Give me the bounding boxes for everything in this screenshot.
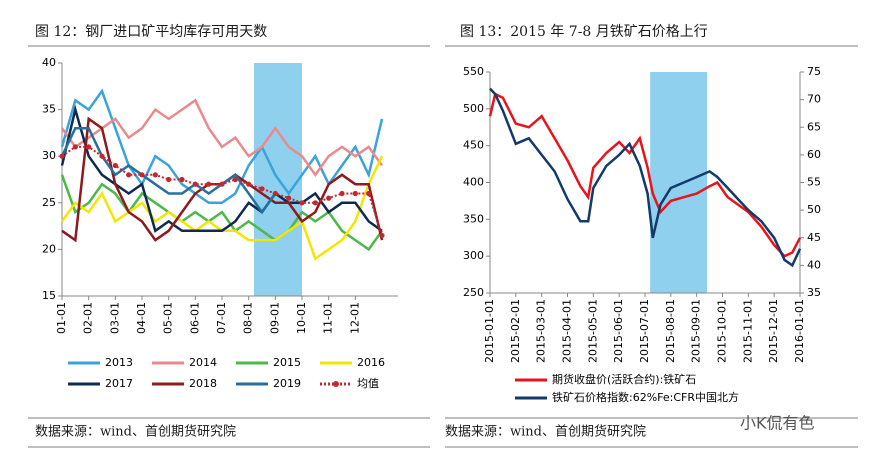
series-marker bbox=[139, 172, 145, 178]
legend-label: 2017 bbox=[105, 377, 133, 390]
x-tick-label: 10-01 bbox=[295, 302, 308, 334]
legend-label: 2013 bbox=[105, 356, 133, 369]
series-marker bbox=[259, 186, 265, 192]
series-marker bbox=[59, 153, 65, 159]
series-marker bbox=[352, 190, 358, 197]
y2-tick-label: 70 bbox=[807, 93, 821, 106]
y2-tick-label: 35 bbox=[807, 286, 821, 299]
x-tick-label: 2015-04-01 bbox=[561, 299, 574, 363]
legend-marker bbox=[333, 381, 339, 387]
x-tick-label: 2015-09-01 bbox=[690, 299, 703, 363]
series-marker bbox=[366, 190, 372, 197]
watermark: 小K侃有色 bbox=[740, 414, 815, 433]
series-line bbox=[60, 98, 384, 177]
x-tick-label: 2015-11-01 bbox=[741, 299, 754, 363]
y-tick-label: 15 bbox=[42, 289, 56, 302]
series-marker bbox=[379, 232, 385, 239]
legend-label: 均值 bbox=[357, 377, 379, 390]
highlight-band bbox=[650, 72, 707, 293]
y-tick-label: 500 bbox=[463, 102, 484, 115]
series-line bbox=[489, 87, 802, 268]
y2-tick-label: 50 bbox=[807, 203, 821, 216]
x-tick-label: 08-01 bbox=[242, 302, 255, 334]
series-marker bbox=[99, 153, 105, 159]
series-marker bbox=[326, 195, 332, 201]
series-line bbox=[488, 92, 802, 258]
y-tick-label: 400 bbox=[463, 176, 484, 189]
series-marker bbox=[112, 162, 118, 169]
x-tick-label: 2015-08-01 bbox=[664, 299, 677, 363]
y-tick-label: 25 bbox=[42, 196, 56, 209]
series-marker bbox=[219, 181, 225, 187]
y2-tick-label: 75 bbox=[807, 65, 821, 78]
x-tick-label: 2016-01-01 bbox=[793, 299, 806, 363]
y2-tick-label: 65 bbox=[807, 120, 821, 133]
legend-label: 2015 bbox=[273, 356, 301, 369]
x-tick-label: 2015-12-01 bbox=[767, 299, 780, 363]
series-marker bbox=[299, 200, 305, 206]
y-tick-label: 350 bbox=[463, 212, 484, 225]
series-marker bbox=[312, 200, 318, 206]
series-marker bbox=[86, 144, 92, 150]
x-tick-label: 2015-03-01 bbox=[535, 299, 548, 363]
series-marker bbox=[166, 176, 172, 183]
x-tick-label: 2015-10-01 bbox=[716, 299, 729, 363]
y-tick-label: 40 bbox=[42, 56, 56, 69]
x-tick-label: 2015-02-01 bbox=[509, 299, 522, 363]
x-tick-label: 11-01 bbox=[322, 302, 335, 334]
x-tick-label: 09-01 bbox=[268, 302, 281, 334]
x-tick-label: 2015-05-01 bbox=[586, 299, 599, 363]
y-tick-label: 450 bbox=[463, 139, 484, 152]
series-marker bbox=[272, 190, 278, 197]
x-tick-label: 03-01 bbox=[108, 302, 121, 334]
y-tick-label: 300 bbox=[463, 249, 484, 262]
y-tick-label: 20 bbox=[42, 242, 56, 255]
series-marker bbox=[339, 190, 345, 197]
x-tick-label: 2015-07-01 bbox=[638, 299, 651, 363]
legend-label: 期货收盘价(活跃合约):铁矿石 bbox=[552, 372, 696, 386]
series-marker bbox=[246, 181, 252, 187]
series-marker bbox=[232, 176, 238, 183]
y-tick-label: 35 bbox=[42, 103, 56, 116]
x-tick-label: 07-01 bbox=[215, 302, 228, 334]
series-marker bbox=[179, 176, 185, 183]
x-tick-label: 02-01 bbox=[82, 302, 95, 334]
series-marker bbox=[286, 195, 292, 201]
y-tick-label: 250 bbox=[463, 286, 484, 299]
y-tick-label: 550 bbox=[463, 65, 484, 78]
source: 数据来源：wind、首创期货研究院 bbox=[445, 424, 646, 440]
legend-label: 铁矿石价格指数:62%Fe:CFR中国北方 bbox=[552, 390, 739, 404]
chart-title: 图 13：2015 年 7-8 月铁矿石价格上行 bbox=[460, 24, 708, 40]
y2-tick-label: 60 bbox=[807, 148, 821, 161]
series-line bbox=[60, 126, 277, 215]
y2-tick-label: 40 bbox=[807, 258, 821, 271]
y2-tick-label: 45 bbox=[807, 231, 821, 244]
x-tick-label: 06-01 bbox=[188, 302, 201, 334]
x-tick-label: 2015-06-01 bbox=[612, 299, 625, 363]
x-tick-label: 2015-01-01 bbox=[483, 299, 496, 363]
series-marker bbox=[72, 144, 78, 150]
series-marker bbox=[192, 181, 198, 187]
source: 数据来源：wind、首创期货研究院 bbox=[35, 424, 236, 440]
y2-tick-label: 55 bbox=[807, 176, 821, 189]
legend-label: 2018 bbox=[189, 377, 217, 390]
series-marker bbox=[126, 172, 132, 178]
x-tick-label: 04-01 bbox=[135, 302, 148, 334]
y-tick-label: 30 bbox=[42, 149, 56, 162]
legend-label: 2019 bbox=[273, 377, 301, 390]
legend-label: 2014 bbox=[189, 356, 217, 369]
series-marker bbox=[206, 181, 212, 187]
x-tick-label: 05-01 bbox=[162, 302, 175, 334]
chart-title: 图 12：钢厂进口矿平均库存可用天数 bbox=[35, 24, 267, 40]
x-tick-label: 12-01 bbox=[348, 302, 361, 334]
x-tick-label: 01-01 bbox=[55, 302, 68, 334]
series-marker bbox=[152, 172, 158, 178]
legend-label: 2016 bbox=[357, 356, 385, 369]
